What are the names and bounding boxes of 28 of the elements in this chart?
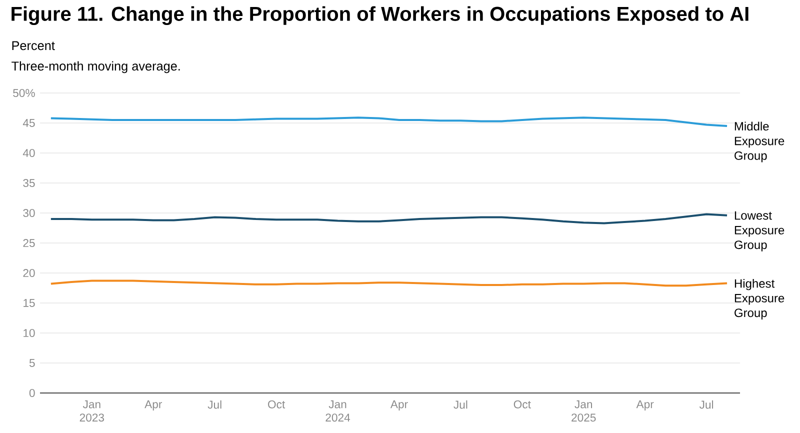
y-tick-label: 5 xyxy=(29,359,35,367)
y-tick-label: 30 xyxy=(23,209,35,218)
x-tick-label: Jan 2024 xyxy=(326,400,350,422)
x-tick-label: Jan 2025 xyxy=(572,400,596,422)
y-axis-title: Percent xyxy=(12,41,55,50)
x-tick-label: Apr xyxy=(144,400,162,411)
y-tick-label: 40 xyxy=(22,149,35,158)
y-tick-label: 35 xyxy=(23,179,35,188)
y-tick-label: 50% xyxy=(13,89,35,98)
x-tick-label: Jul xyxy=(454,400,468,409)
x-tick-label: Oct xyxy=(514,400,531,408)
series-label: Lowest Exposure Group xyxy=(734,211,784,252)
x-tick-label: Jul xyxy=(699,400,714,409)
series-label: Middle Exposure Group xyxy=(734,122,784,162)
y-tick-label: 45 xyxy=(22,119,35,127)
x-tick-label: Oct xyxy=(268,400,286,408)
y-tick-label: 10 xyxy=(24,328,35,338)
x-tick-label: Apr xyxy=(390,400,408,411)
x-tick-label: Jul xyxy=(208,400,222,409)
series-label: Highest Exposure Group xyxy=(734,278,784,320)
y-tick-label: 25 xyxy=(23,239,35,248)
y-tick-label: 15 xyxy=(24,299,35,307)
x-tick-label: Apr xyxy=(636,400,654,411)
x-tick-label: Jan 2023 xyxy=(80,400,104,422)
y-tick-label: 20 xyxy=(23,269,35,278)
chart-subtitle: Three-month moving average. xyxy=(12,61,180,74)
y-tick-label: 0 xyxy=(29,388,35,398)
chart-title: Figure 11. Change in the Proportion of Workers in Occupations Exposed to AI xyxy=(12,6,748,25)
